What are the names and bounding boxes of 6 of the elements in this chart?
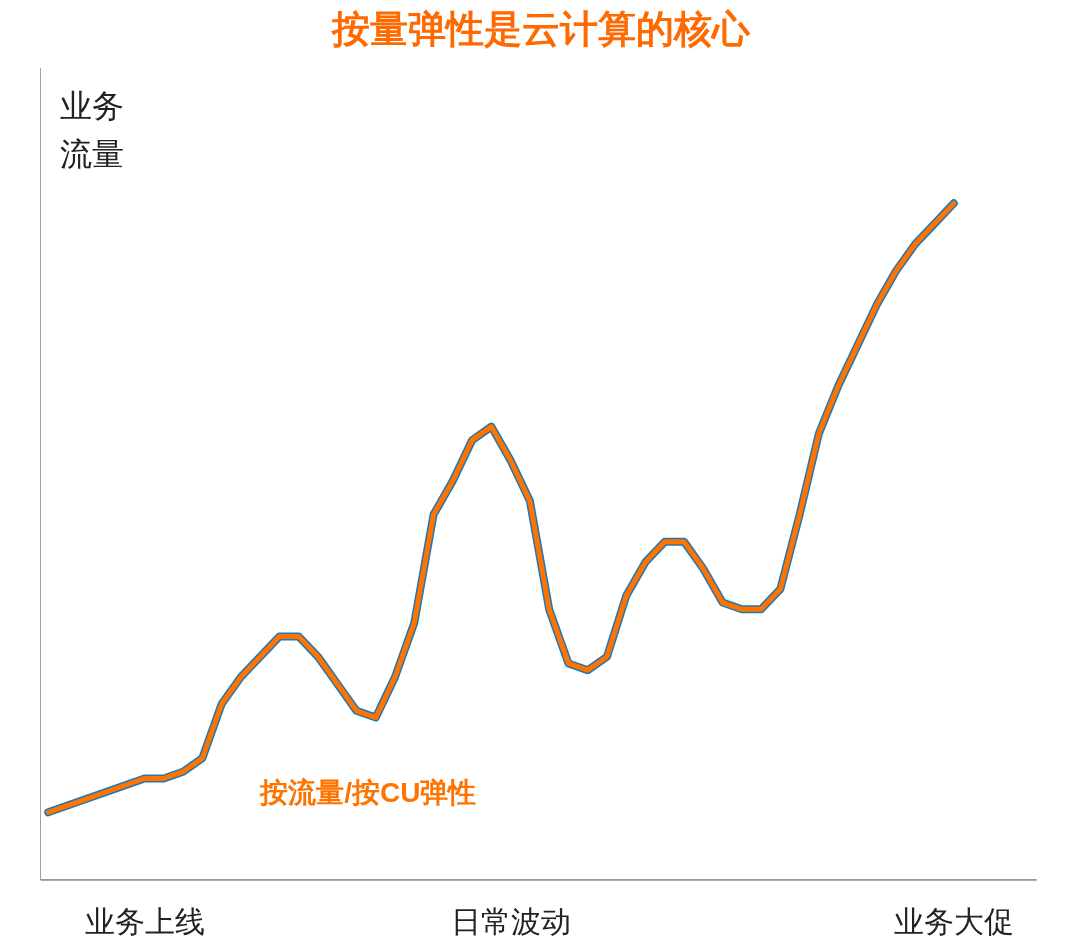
x-tick-label: 日常波动 [450, 904, 571, 938]
y-axis-title: 业务流量 [59, 88, 124, 172]
chart-title: 按量弹性是云计算的核心 [330, 7, 751, 50]
text: 按流量/按CU弹性 [259, 776, 477, 808]
x-tick-label: 业务大促 [893, 904, 1014, 938]
x-tick-label: 业务上线 [84, 904, 205, 938]
